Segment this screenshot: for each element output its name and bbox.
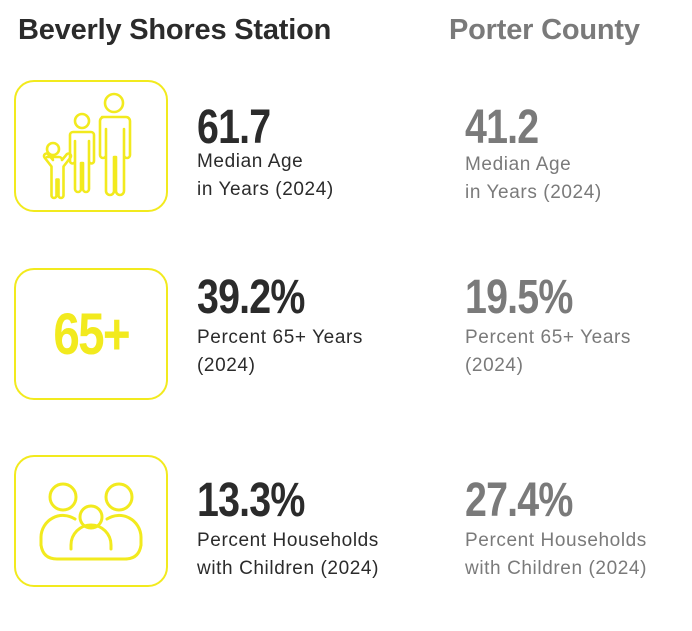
county-median-age-label: Median Age in Years (2024) xyxy=(465,151,602,207)
households-icon-box xyxy=(14,455,168,587)
station-median-age-value: 61.7 xyxy=(197,101,271,154)
station-median-age-label: Median Age in Years (2024) xyxy=(197,148,334,204)
family-icon xyxy=(42,92,132,200)
label-line: Percent Households xyxy=(465,530,647,551)
station-65-plus-value: 39.2% xyxy=(197,271,305,324)
label-line: Median Age xyxy=(197,151,304,172)
county-column-title: Porter County xyxy=(449,14,640,46)
station-column-title: Beverly Shores Station xyxy=(18,14,332,46)
label-line: Median Age xyxy=(465,154,572,175)
county-households-value: 27.4% xyxy=(465,474,573,527)
label-line: (2024) xyxy=(465,355,524,376)
label-line: (2024) xyxy=(197,355,256,376)
sixty-five-plus-icon: 65+ xyxy=(53,301,130,367)
county-65-plus-value: 19.5% xyxy=(465,271,573,324)
label-line: Percent 65+ Years xyxy=(465,327,632,348)
station-65-plus-label: Percent 65+ Years (2024) xyxy=(197,324,363,380)
county-households-label: Percent Households with Children (2024) xyxy=(465,527,647,583)
label-line: in Years (2024) xyxy=(465,182,602,203)
label-line: Percent Households xyxy=(197,530,379,551)
label-line: Percent 65+ Years xyxy=(197,327,364,348)
median-age-icon-box xyxy=(14,80,168,212)
station-households-label: Percent Households with Children (2024) xyxy=(197,527,379,583)
county-65-plus-label: Percent 65+ Years (2024) xyxy=(465,324,631,380)
sixty-five-icon-box: 65+ xyxy=(14,268,168,400)
label-line: in Years (2024) xyxy=(197,179,334,200)
label-line: with Children (2024) xyxy=(465,558,648,579)
label-line: with Children (2024) xyxy=(197,558,380,579)
household-icon xyxy=(39,482,143,561)
station-households-value: 13.3% xyxy=(197,474,305,527)
county-median-age-value: 41.2 xyxy=(465,101,539,154)
